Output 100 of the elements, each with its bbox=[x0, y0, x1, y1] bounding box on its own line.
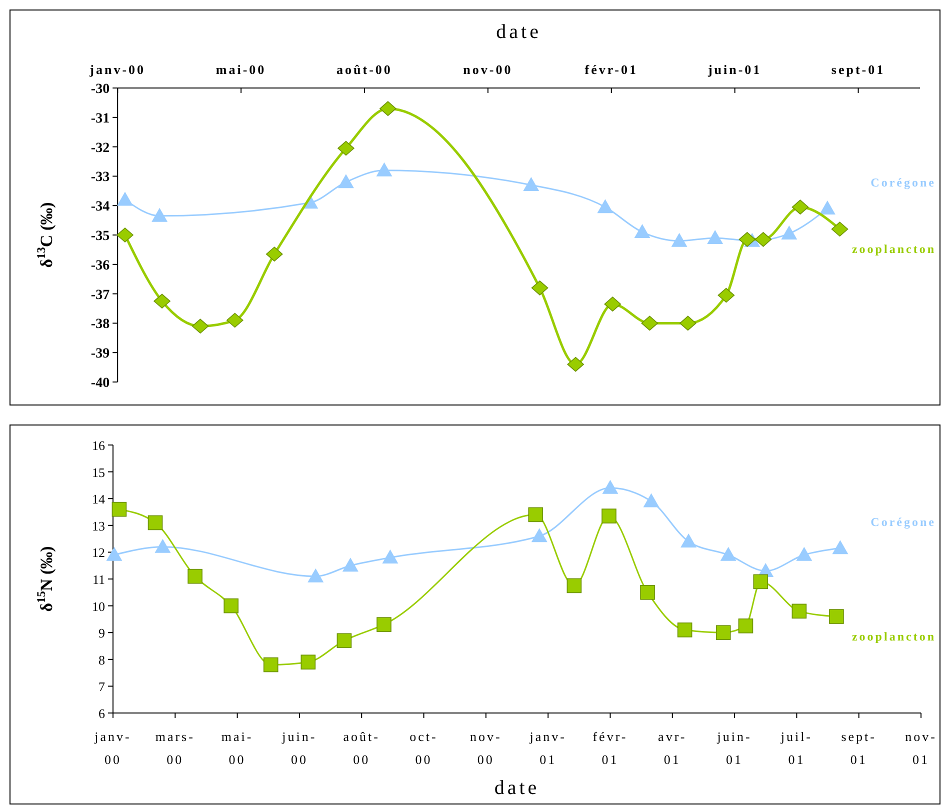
point bbox=[106, 546, 122, 561]
point bbox=[338, 174, 354, 188]
point bbox=[707, 230, 724, 244]
point bbox=[380, 101, 396, 116]
point bbox=[680, 533, 697, 548]
series-label: zooplancton bbox=[852, 242, 936, 256]
x-tick-label: juin-00 bbox=[281, 729, 317, 767]
y-tick-label: -39 bbox=[90, 346, 110, 362]
point bbox=[117, 192, 134, 206]
point bbox=[792, 200, 809, 214]
y-tick-label: -31 bbox=[90, 111, 110, 126]
y-tick-label: 16 bbox=[92, 438, 106, 453]
x-tick-label: juin-01 bbox=[716, 729, 752, 767]
point bbox=[154, 294, 170, 309]
point bbox=[376, 162, 392, 176]
point bbox=[342, 558, 358, 572]
point bbox=[152, 208, 168, 222]
point bbox=[376, 617, 392, 632]
point bbox=[829, 609, 844, 624]
y-tick-label: -34 bbox=[90, 200, 110, 215]
point bbox=[738, 232, 756, 247]
y-tick-label: -33 bbox=[90, 170, 110, 186]
point bbox=[116, 228, 134, 242]
x-tick-label: nov-00 bbox=[470, 729, 502, 767]
y-tick-label: -32 bbox=[90, 140, 110, 156]
point bbox=[528, 507, 544, 522]
y-tick-label: 7 bbox=[98, 679, 106, 694]
x-tick-label: juin-01 bbox=[706, 62, 762, 77]
y-tick-label: 15 bbox=[92, 464, 105, 480]
point bbox=[643, 493, 660, 508]
x-tick-label: avr-01 bbox=[658, 729, 687, 767]
x-tick-label: sept-01 bbox=[831, 62, 886, 77]
point bbox=[226, 312, 244, 328]
y-tick-label: 9 bbox=[98, 626, 105, 641]
x-tick-label: févr-01 bbox=[592, 729, 628, 767]
x-axis-title: date bbox=[496, 21, 542, 43]
point bbox=[602, 480, 618, 494]
point bbox=[754, 232, 772, 247]
point bbox=[781, 226, 798, 240]
x-tick-label: janv-00 bbox=[88, 62, 146, 77]
x-tick-label: août-00 bbox=[336, 62, 392, 77]
point bbox=[308, 568, 324, 582]
point bbox=[300, 654, 316, 670]
x-tick-label: sept-01 bbox=[841, 729, 876, 767]
text: Corégone bbox=[870, 176, 936, 190]
y-tick-label: 6 bbox=[98, 706, 106, 721]
y-tick-label: -36 bbox=[90, 258, 110, 274]
point bbox=[680, 316, 696, 331]
point bbox=[602, 508, 616, 524]
point bbox=[641, 316, 658, 331]
point bbox=[263, 657, 278, 672]
point bbox=[792, 604, 807, 619]
y-tick-label: 13 bbox=[92, 518, 105, 534]
point bbox=[566, 578, 582, 594]
point bbox=[531, 280, 548, 296]
point bbox=[671, 232, 688, 247]
point bbox=[720, 546, 736, 561]
x-tick-label: mai-00 bbox=[221, 729, 254, 767]
point bbox=[677, 622, 692, 638]
point bbox=[266, 246, 283, 262]
y-tick-label: 10 bbox=[92, 598, 105, 614]
point bbox=[819, 200, 836, 215]
point bbox=[382, 550, 398, 564]
x-axis-title: date bbox=[494, 777, 540, 799]
point bbox=[634, 224, 650, 238]
y-tick-label: 8 bbox=[98, 652, 105, 668]
x-tick-label: févr-01 bbox=[584, 62, 638, 77]
x-tick-label: mars-00 bbox=[155, 729, 195, 767]
point bbox=[753, 574, 768, 590]
point bbox=[640, 585, 655, 600]
x-tick-label: oct-00 bbox=[410, 729, 438, 767]
y-tick-label: 14 bbox=[92, 492, 106, 507]
x-tick-label: nov-01 bbox=[905, 729, 937, 767]
point bbox=[831, 222, 848, 237]
point bbox=[224, 598, 238, 614]
point bbox=[567, 356, 584, 372]
x-tick-label: nov-00 bbox=[463, 62, 513, 77]
x-tick-label: août-00 bbox=[343, 729, 380, 767]
x-tick-label: janv-01 bbox=[528, 729, 566, 767]
point bbox=[148, 515, 163, 530]
point bbox=[336, 633, 352, 648]
point bbox=[716, 625, 731, 640]
y-tick-label: 11 bbox=[92, 572, 105, 587]
point bbox=[531, 528, 548, 542]
point bbox=[338, 140, 354, 156]
series-label: zooplancton bbox=[852, 630, 936, 644]
x-tick-label: mai-00 bbox=[216, 62, 266, 77]
point bbox=[192, 318, 209, 334]
x-tick-label: juil-01 bbox=[780, 729, 813, 767]
y-tick-label: -38 bbox=[90, 317, 110, 332]
point bbox=[112, 502, 127, 517]
point bbox=[188, 568, 202, 584]
y-tick-label: 12 bbox=[92, 545, 105, 560]
point bbox=[718, 288, 735, 303]
point bbox=[604, 296, 622, 312]
x-tick-label: janv-00 bbox=[94, 729, 132, 767]
text: Corégone bbox=[870, 515, 936, 530]
y-tick-label: -40 bbox=[90, 376, 110, 391]
point bbox=[832, 540, 848, 554]
point bbox=[597, 199, 614, 214]
